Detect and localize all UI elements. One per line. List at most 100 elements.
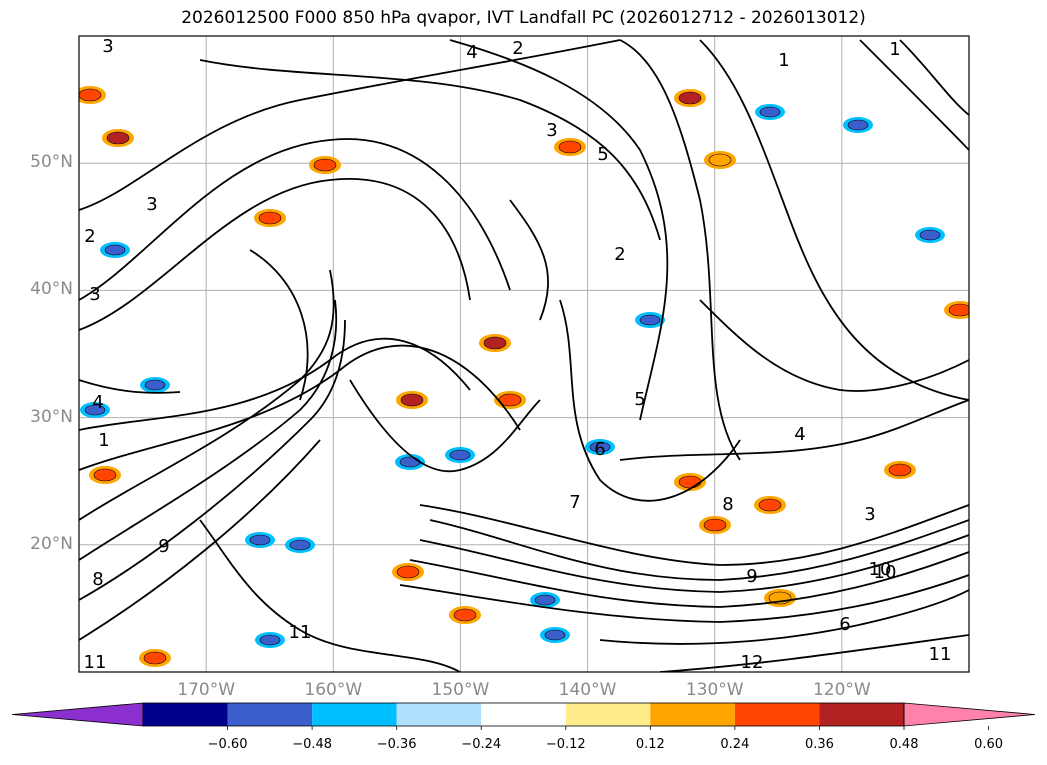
- colorbar-bin: [734, 703, 820, 726]
- positive-anomaly-core: [106, 131, 130, 145]
- positive-anomaly-core: [396, 565, 420, 579]
- contour-label: 3: [546, 120, 557, 141]
- negative-anomaly-core: [534, 594, 556, 606]
- negative-anomaly-core: [589, 441, 611, 453]
- ivt-contour-line: [79, 299, 338, 561]
- colorbar-tick-label: −0.48: [292, 737, 333, 752]
- ivt-contour-line: [899, 39, 969, 116]
- contour-label: 4: [794, 424, 805, 445]
- colorbar-outline: [142, 702, 905, 727]
- ivt-contour-line: [79, 269, 335, 521]
- positive-anomaly-core: [400, 393, 424, 407]
- ivt-contour-line: [79, 39, 621, 211]
- longitude-label: 160°W: [304, 680, 363, 700]
- positive-anomaly-core: [703, 518, 727, 532]
- contour-label: 11: [289, 622, 312, 643]
- ivt-contour-line: [559, 299, 741, 502]
- colorbar-bin: [396, 703, 482, 726]
- contour-label: 1: [778, 50, 789, 71]
- ivt-contour-line: [79, 138, 511, 301]
- ivt-contour-line: [599, 589, 969, 645]
- contour-label: 1: [889, 39, 900, 60]
- ivt-contour-line: [249, 249, 309, 401]
- ivt-contour-line: [79, 319, 346, 601]
- ivt-contour-line: [79, 344, 521, 471]
- contour-label: 9: [158, 536, 169, 557]
- ivt-contour-line: [409, 551, 969, 608]
- negative-anomaly-core: [144, 379, 166, 391]
- colorbar-bin: [650, 703, 735, 726]
- contour-label: 2: [512, 38, 523, 59]
- ivt-contour-line: [699, 39, 969, 401]
- negative-anomaly-core: [104, 244, 126, 256]
- positive-anomaly-core: [93, 468, 117, 482]
- negative-anomaly-core: [289, 539, 311, 551]
- ivt-contour-line: [79, 379, 181, 394]
- contour-label: 2: [614, 244, 625, 265]
- contour-label: 9: [746, 566, 757, 587]
- ivt-contour-line: [419, 534, 969, 593]
- longitude-label: 140°W: [558, 680, 617, 700]
- contour-label: 11: [84, 652, 107, 673]
- colorbar-tick-label: −0.60: [207, 737, 248, 752]
- negative-anomaly-core: [919, 229, 941, 241]
- positive-anomaly-core: [483, 336, 507, 350]
- negative-anomaly-core: [544, 629, 566, 641]
- colorbar-tick-label: 0.12: [635, 737, 665, 752]
- colorbar-tick-label: 0.48: [889, 737, 919, 752]
- map-plot-area: 3 2 4 1 5 3 3 3 4 1 9 8 11 11 6 10 12 11 10 9 8 7 6 5 2 3 4 2 1: [78, 35, 970, 673]
- latitude-label: 20°N: [30, 533, 73, 554]
- ivt-contour-line: [699, 299, 969, 392]
- negative-anomaly-core: [249, 534, 271, 546]
- colorbar-extend-high: [903, 702, 1036, 727]
- ivt-contour-line: [199, 519, 461, 672]
- colorbar-bin: [227, 703, 313, 726]
- contour-label: 3: [89, 284, 100, 305]
- contour-label: 1: [98, 430, 109, 451]
- contour-label: 10: [874, 562, 897, 583]
- ivt-contour-line: [79, 178, 471, 331]
- positive-anomaly-core: [79, 88, 102, 102]
- contour-label: 3: [102, 36, 113, 57]
- contour-label: 5: [597, 144, 608, 165]
- positive-anomaly-core: [888, 463, 912, 477]
- longitude-label: 120°W: [812, 680, 871, 700]
- ivt-contour-line: [619, 39, 741, 461]
- colorbar-bin: [143, 703, 228, 726]
- negative-anomaly-core: [847, 119, 869, 131]
- ivt-contour-line: [509, 199, 549, 321]
- positive-anomaly-core: [313, 158, 337, 172]
- ivt-contour-line: [79, 337, 471, 431]
- contour-label: 3: [864, 504, 875, 525]
- colorbar-bin: [819, 703, 904, 726]
- contour-label: 6: [594, 439, 605, 460]
- longitude-label: 130°W: [685, 680, 744, 700]
- negative-anomaly-core: [399, 456, 421, 468]
- positive-anomaly-core: [558, 140, 582, 154]
- negative-anomaly-core: [259, 634, 281, 646]
- map-frame: [78, 35, 970, 673]
- ivt-contour-line: [659, 634, 969, 672]
- map-content: 3 2 4 1 5 3 3 3 4 1 9 8 11 11 6 10 12 11 10 9 8 7 6 5 2 3 4 2 1: [79, 36, 969, 673]
- colorbar-tick-label: 0.60: [974, 737, 1004, 752]
- contour-label: 8: [722, 494, 733, 515]
- contour-label: 3: [146, 194, 157, 215]
- colorbar-tick-label: −0.12: [545, 737, 586, 752]
- positive-anomaly-core: [678, 475, 702, 489]
- ivt-contour-line: [449, 39, 669, 421]
- colorbar-extend-low: [11, 702, 144, 727]
- colorbar: [11, 702, 1036, 730]
- longitude-label: 150°W: [431, 680, 490, 700]
- ivt-contour-line: [79, 439, 321, 641]
- longitude-label: 170°W: [177, 680, 236, 700]
- map-title: 2026012500 F000 850 hPa qvapor, IVT Land…: [181, 8, 866, 28]
- latitude-label: 30°N: [30, 406, 73, 427]
- colorbar-bin: [565, 703, 651, 726]
- contour-label: 7: [569, 492, 580, 513]
- negative-anomaly-core: [449, 449, 471, 461]
- ivt-contour-line: [199, 59, 661, 241]
- positive-anomaly-core: [678, 91, 702, 105]
- contour-label: 4: [92, 392, 103, 413]
- contour-label: 4: [466, 42, 477, 63]
